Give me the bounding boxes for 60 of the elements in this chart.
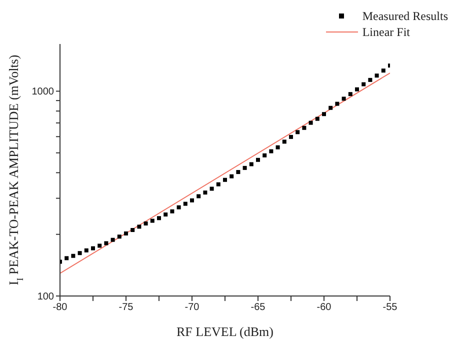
point [190,198,194,202]
point [362,82,366,86]
point [236,170,240,174]
point [110,238,115,242]
point [78,251,82,256]
point [256,158,260,162]
point [64,256,69,260]
point [150,218,154,223]
point [328,106,333,110]
point [223,178,227,182]
x-tick-label: -70 [184,302,200,314]
point [374,74,379,78]
point [230,174,234,178]
point [71,254,76,258]
y-tick-label: 1000 [32,86,54,98]
point [210,186,214,191]
point [196,194,201,198]
point [137,224,142,229]
point [98,244,102,248]
point [144,221,148,226]
point [104,241,108,246]
point [242,166,247,170]
x-tick-label: -65 [250,302,266,314]
x-tick-label: -55 [382,302,398,314]
point [216,182,220,186]
point [276,145,280,150]
point [124,231,128,236]
point [269,149,274,154]
point [381,68,386,73]
point [91,246,95,250]
point [296,130,300,134]
x-tick-label: -80 [52,302,68,314]
point [130,228,135,232]
point [183,202,188,206]
legend-label: Linear Fit [362,24,410,40]
point [315,116,320,121]
y-tick-label: 100 [37,292,54,303]
point [262,153,267,158]
point [302,126,306,130]
x-axis-title: RF LEVEL (dBm) [176,324,274,339]
point [157,216,161,220]
point [335,102,340,106]
legend-label: Measured Results [362,8,448,24]
point [355,87,359,92]
point [348,92,352,96]
point [249,162,254,166]
x-tick-label: -75 [118,302,134,314]
point [117,234,122,239]
point [342,96,346,101]
point [368,78,372,82]
point [170,209,174,214]
x-tick-label: -60 [316,302,332,314]
point [84,248,88,252]
point [164,212,168,216]
point [308,120,313,125]
point [176,205,181,210]
point [289,134,293,139]
point [282,140,286,144]
point [203,190,208,195]
point [322,112,326,116]
